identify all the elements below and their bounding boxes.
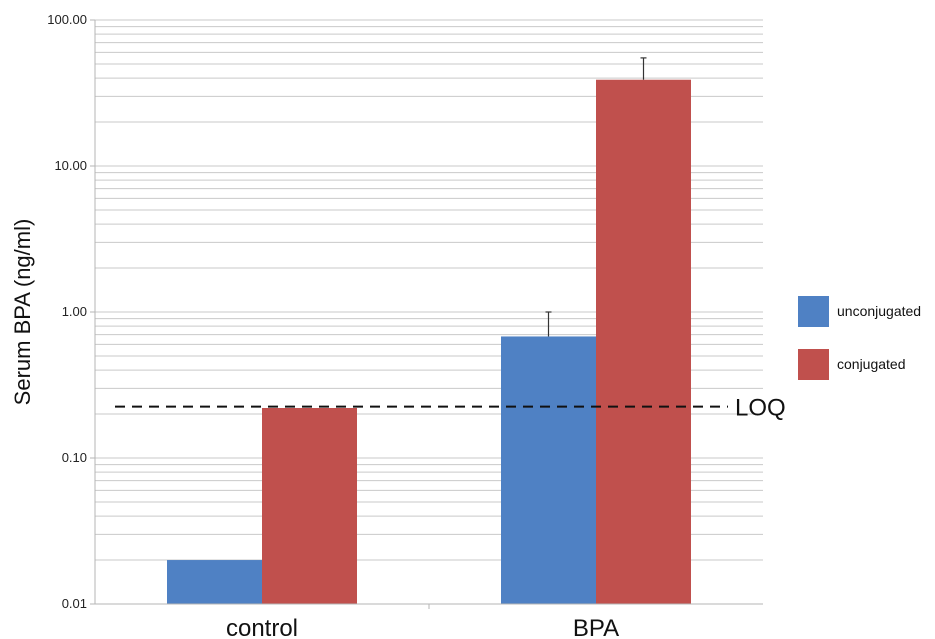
legend-swatch-unconjugated — [798, 296, 829, 327]
y-tick-label: 1.00 — [62, 304, 87, 319]
error-bars — [545, 57, 647, 337]
y-tick-label: 0.10 — [62, 450, 87, 465]
legend-label-conjugated: conjugated — [837, 356, 906, 372]
x-tick-label-BPA: BPA — [573, 615, 619, 639]
loq-label: LOQ — [735, 395, 786, 422]
bar-conjugated-BPA — [596, 79, 691, 604]
x-tick-label-control: control — [226, 615, 298, 639]
bars — [167, 79, 691, 604]
y-tick-label: 100.00 — [47, 12, 87, 27]
legend-label-unconjugated: unconjugated — [837, 303, 921, 319]
bar-conjugated-control — [262, 408, 357, 604]
y-tick-label: 10.00 — [54, 158, 87, 173]
x-axis-labels: control BPA — [226, 604, 619, 639]
y-tick-label: 0.01 — [62, 596, 87, 611]
legend: unconjugated conjugated — [798, 296, 921, 380]
bar-unconjugated-control — [167, 560, 262, 604]
bar-unconjugated-BPA — [501, 336, 596, 604]
y-axis-title: Serum BPA (ng/ml) — [10, 219, 35, 406]
y-axis-ticks: 0.01 0.10 1.00 10.00 100.00 — [47, 12, 95, 611]
legend-swatch-conjugated — [798, 349, 829, 380]
